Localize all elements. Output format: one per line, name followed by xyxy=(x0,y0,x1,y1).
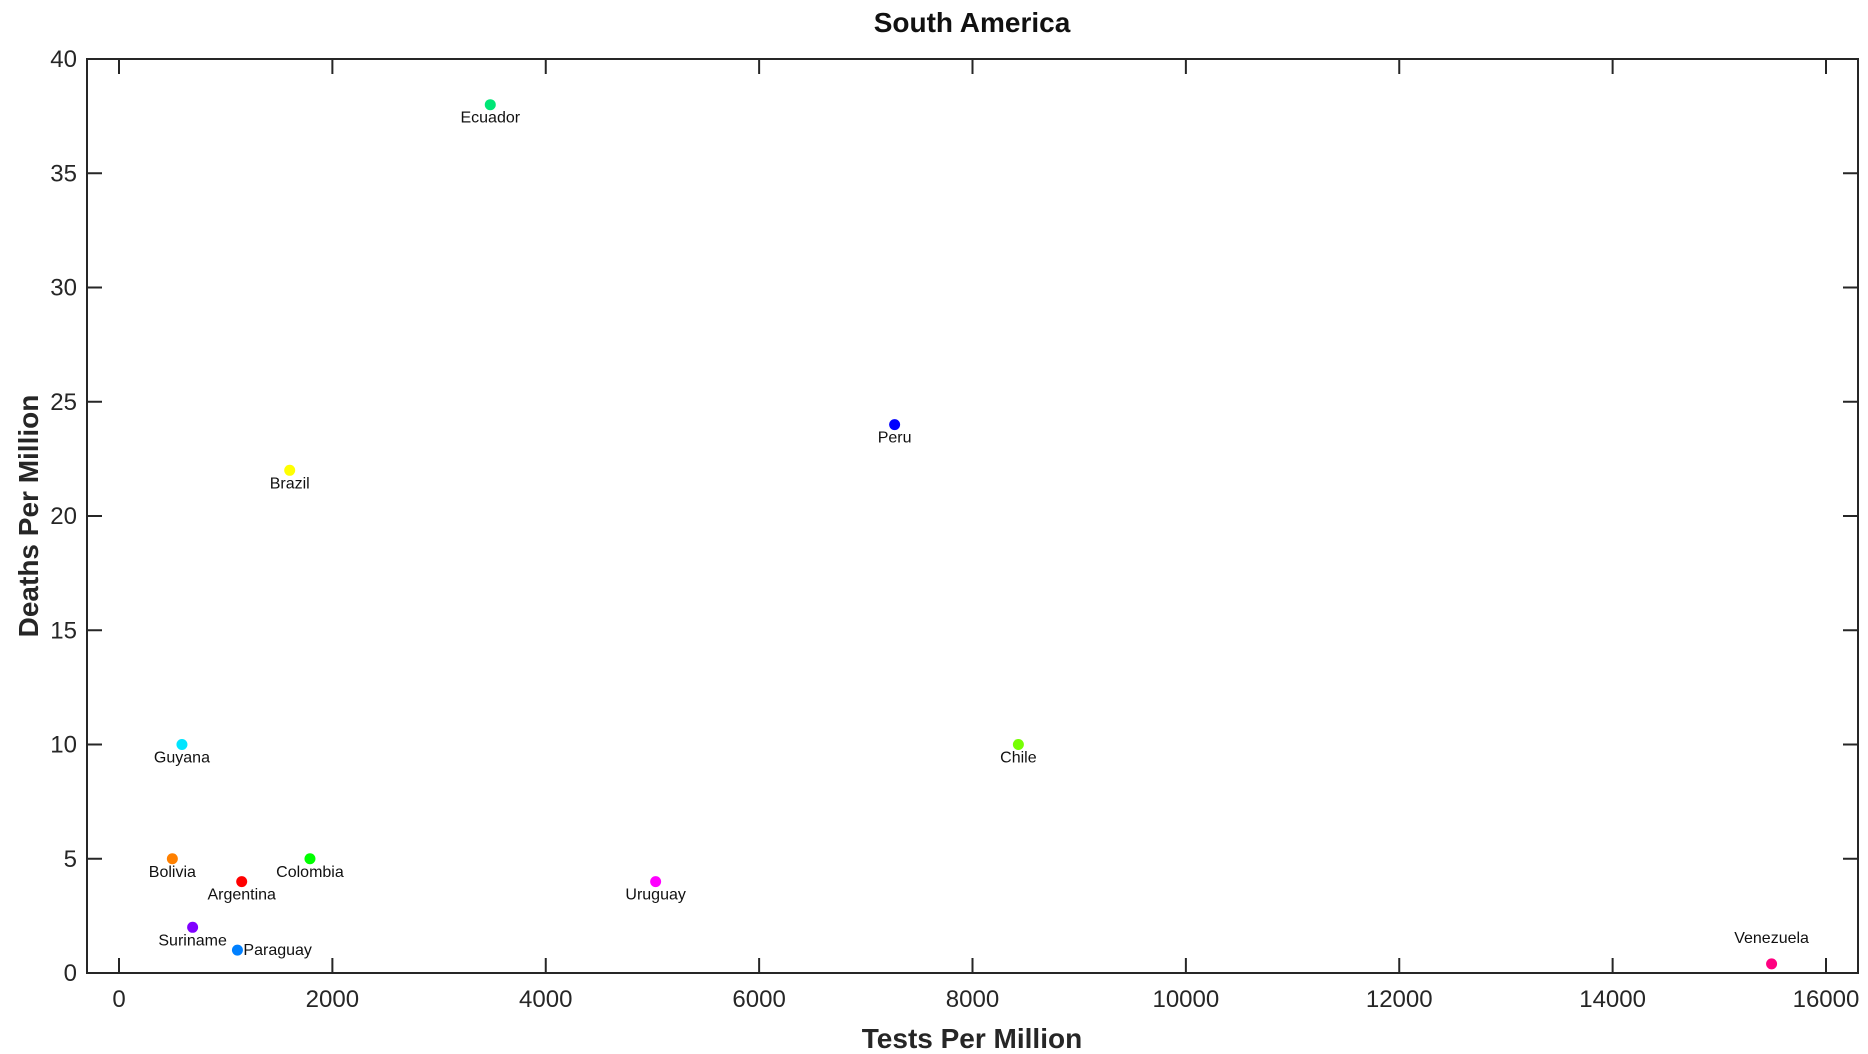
point-label: Chile xyxy=(1000,750,1037,767)
data-point-uruguay: Uruguay xyxy=(625,876,686,904)
point-label: Venezuela xyxy=(1734,930,1809,947)
point-label: Suriname xyxy=(158,932,227,949)
y-tick-label: 20 xyxy=(50,503,77,530)
y-axis-label: Deaths Per Million xyxy=(13,395,44,638)
x-tick-label: 12000 xyxy=(1366,986,1433,1013)
data-point-chile: Chile xyxy=(1000,739,1037,767)
y-tick-label: 10 xyxy=(50,732,77,759)
data-point-brazil: Brazil xyxy=(270,464,310,492)
data-point-suriname: Suriname xyxy=(158,921,227,949)
data-point-guyana: Guyana xyxy=(154,739,210,767)
point-marker xyxy=(284,464,296,476)
point-marker xyxy=(1012,739,1024,750)
x-tick-label: 8000 xyxy=(946,986,999,1013)
y-tick-label: 5 xyxy=(64,846,77,873)
point-marker xyxy=(484,99,496,111)
x-tick-label: 2000 xyxy=(306,986,359,1013)
point-marker xyxy=(236,876,248,888)
y-tick-label: 40 xyxy=(50,46,77,73)
point-marker xyxy=(231,944,243,956)
point-label: Brazil xyxy=(270,475,310,492)
point-label: Uruguay xyxy=(625,887,685,904)
chart-title: South America xyxy=(874,7,1071,38)
plot-area-frame xyxy=(86,58,1859,974)
data-point-ecuador: Ecuador xyxy=(460,99,521,127)
y-tick-label: 35 xyxy=(50,160,77,187)
point-label: Guyana xyxy=(154,750,210,767)
point-marker xyxy=(889,419,901,431)
x-tick-label: 10000 xyxy=(1152,986,1219,1013)
data-point-bolivia: Bolivia xyxy=(149,853,196,881)
x-tick-label: 0 xyxy=(112,986,125,1013)
data-point-venezuela: Venezuela xyxy=(1734,930,1809,970)
point-marker xyxy=(304,853,316,865)
point-label: Paraguay xyxy=(243,942,312,959)
data-point-argentina: Argentina xyxy=(207,876,276,904)
data-points: Ecuador Peru Brazil Guyana Chile Bolivia Colom… xyxy=(149,99,1809,970)
x-tick-label: 6000 xyxy=(732,986,785,1013)
x-axis-label: Tests Per Million xyxy=(862,1023,1082,1054)
point-marker xyxy=(176,739,188,750)
data-point-colombia: Colombia xyxy=(276,853,344,881)
point-marker xyxy=(166,853,178,865)
point-marker xyxy=(187,921,199,933)
y-tick-label: 15 xyxy=(50,617,77,644)
data-point-peru: Peru xyxy=(878,419,912,447)
x-tick-label: 16000 xyxy=(1793,986,1860,1013)
x-tick-label: 14000 xyxy=(1579,986,1646,1013)
point-marker xyxy=(650,876,662,888)
point-label: Peru xyxy=(878,430,912,447)
point-label: Colombia xyxy=(276,864,344,881)
point-marker xyxy=(1766,958,1778,970)
y-tick-label: 0 xyxy=(64,960,77,987)
axes: 0 2000 4000 6000 8000 10000 12000 14000 16000 0 5 1… xyxy=(50,46,1859,1013)
point-label: Argentina xyxy=(207,887,276,904)
point-label: Bolivia xyxy=(149,864,196,881)
data-point-paraguay: Paraguay xyxy=(231,942,312,959)
y-tick-label: 30 xyxy=(50,275,77,302)
y-tick-label: 25 xyxy=(50,389,77,416)
x-tick-label: 4000 xyxy=(519,986,572,1013)
point-label: Ecuador xyxy=(460,110,520,127)
